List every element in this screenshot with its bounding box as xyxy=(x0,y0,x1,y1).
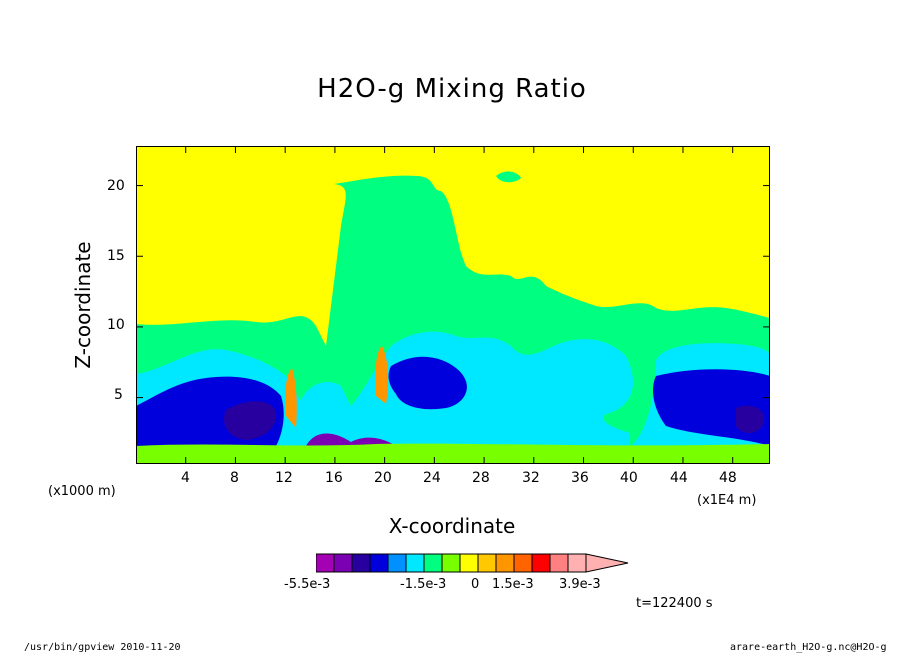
colorbar-swatch-1 xyxy=(333,553,353,573)
x-tick-12: 12 xyxy=(275,470,293,486)
footer-left: /usr/bin/gpview 2010-11-20 xyxy=(24,642,181,653)
colorbar xyxy=(316,553,629,573)
time-label: t=122400 s xyxy=(636,596,713,611)
chart-title: H2O-g Mixing Ratio xyxy=(317,74,587,104)
colorbar-swatch-9 xyxy=(477,553,497,573)
x-tick-32: 32 xyxy=(522,470,540,486)
y-axis-label: Z-coordinate xyxy=(71,241,95,369)
colorbar-label-2: -1.5e-3 xyxy=(400,577,447,592)
x-tick-8: 8 xyxy=(230,470,239,486)
x-tick-24: 24 xyxy=(423,470,441,486)
x-tick-28: 28 xyxy=(472,470,490,486)
colorbar-swatch-12 xyxy=(531,553,551,573)
colorbar-label-4: 1.5e-3 xyxy=(492,577,534,592)
colorbar-swatch-5 xyxy=(405,553,425,573)
colorbar-swatch-6 xyxy=(423,553,443,573)
y-tick-5: 5 xyxy=(114,387,123,403)
colorbar-swatch-2 xyxy=(351,553,371,573)
x-tick-20: 20 xyxy=(374,470,392,486)
colorbar-swatch-11 xyxy=(513,553,533,573)
y-tick-10: 10 xyxy=(107,317,125,333)
colorbar-swatch-4 xyxy=(387,553,407,573)
colorbar-label-5: 3.9e-3 xyxy=(559,577,601,592)
y-tick-15: 15 xyxy=(107,248,125,264)
x-tick-4: 4 xyxy=(181,470,190,486)
colorbar-swatch-7 xyxy=(441,553,461,573)
region-orange-plume-1 xyxy=(285,368,297,428)
y-tick-20: 20 xyxy=(107,178,125,194)
plot-frame xyxy=(136,146,770,464)
colorbar-swatch-3 xyxy=(369,553,389,573)
x-tick-48: 48 xyxy=(719,470,737,486)
region-orange-plume-2 xyxy=(375,346,389,404)
region-green-patch xyxy=(496,171,521,183)
colorbar-swatch-10 xyxy=(495,553,515,573)
x-unit-left: (x1000 m) xyxy=(48,484,116,499)
region-blue-center xyxy=(388,356,467,410)
x-tick-16: 16 xyxy=(325,470,343,486)
plot-area xyxy=(136,146,770,464)
colorbar-extend-triangle xyxy=(585,553,629,573)
x-tick-40: 40 xyxy=(620,470,638,486)
footer-right: arare-earth_H2O-g.nc@H2O-g xyxy=(730,642,887,653)
x-tick-44: 44 xyxy=(670,470,688,486)
x-unit-right: (x1E4 m) xyxy=(697,493,757,508)
colorbar-swatch-8 xyxy=(459,553,479,573)
colorbar-label-1: -5.5e-3 xyxy=(284,577,331,592)
colorbar-swatch-13 xyxy=(549,553,569,573)
colorbar-label-3: 0 xyxy=(471,577,480,592)
colorbar-swatch-0 xyxy=(316,553,335,573)
region-lightgreen-base xyxy=(136,443,770,464)
x-axis-label: X-coordinate xyxy=(388,514,516,538)
region-navy-left xyxy=(224,401,277,440)
colorbar-swatch-14 xyxy=(567,553,587,573)
x-tick-36: 36 xyxy=(571,470,589,486)
region-navy-right xyxy=(736,405,765,434)
